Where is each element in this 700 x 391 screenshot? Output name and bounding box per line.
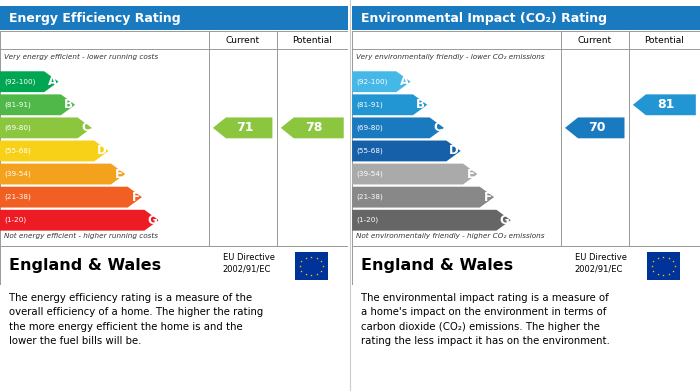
Text: F: F — [132, 191, 139, 204]
Polygon shape — [352, 210, 511, 231]
Text: EU Directive
2002/91/EC: EU Directive 2002/91/EC — [223, 253, 274, 273]
Text: B: B — [416, 98, 426, 111]
Text: (81-91): (81-91) — [4, 102, 32, 108]
Text: EU Directive
2002/91/EC: EU Directive 2002/91/EC — [575, 253, 626, 273]
Text: (69-80): (69-80) — [356, 125, 384, 131]
Text: A: A — [48, 75, 57, 88]
Text: (55-68): (55-68) — [356, 148, 384, 154]
Text: England & Wales: England & Wales — [8, 258, 161, 273]
Bar — [352, 31, 700, 246]
Text: (55-68): (55-68) — [4, 148, 32, 154]
Text: G: G — [147, 214, 157, 227]
Polygon shape — [352, 117, 444, 138]
Text: The energy efficiency rating is a measure of the
overall efficiency of a home. T: The energy efficiency rating is a measur… — [8, 293, 263, 346]
Text: A: A — [400, 75, 409, 88]
Bar — [0, 6, 348, 30]
Text: (1-20): (1-20) — [4, 217, 27, 224]
Polygon shape — [0, 140, 108, 161]
Text: (1-20): (1-20) — [356, 217, 379, 224]
Text: B: B — [64, 98, 74, 111]
Text: Energy Efficiency Rating: Energy Efficiency Rating — [8, 12, 181, 25]
Polygon shape — [352, 71, 410, 92]
Text: 81: 81 — [657, 98, 675, 111]
Text: Potential: Potential — [293, 36, 332, 45]
Text: England & Wales: England & Wales — [360, 258, 513, 273]
Polygon shape — [0, 163, 125, 185]
Text: D: D — [97, 144, 107, 158]
Text: 78: 78 — [305, 121, 323, 135]
Polygon shape — [213, 117, 272, 138]
Text: C: C — [81, 121, 90, 135]
Bar — [352, 6, 700, 30]
Text: E: E — [115, 167, 122, 181]
Text: 70: 70 — [588, 121, 606, 135]
Polygon shape — [352, 140, 461, 161]
Polygon shape — [0, 117, 92, 138]
Polygon shape — [352, 187, 494, 208]
Text: The environmental impact rating is a measure of
a home's impact on the environme: The environmental impact rating is a mea… — [360, 293, 610, 346]
Text: D: D — [449, 144, 459, 158]
Polygon shape — [352, 163, 477, 185]
Text: (69-80): (69-80) — [4, 125, 32, 131]
Polygon shape — [0, 210, 159, 231]
Text: Current: Current — [578, 36, 612, 45]
Text: (92-100): (92-100) — [356, 79, 388, 85]
Text: (39-54): (39-54) — [356, 171, 384, 177]
Polygon shape — [565, 117, 624, 138]
Text: Current: Current — [225, 36, 260, 45]
Text: G: G — [499, 214, 509, 227]
Text: (21-38): (21-38) — [356, 194, 384, 200]
Text: F: F — [484, 191, 491, 204]
Polygon shape — [0, 71, 58, 92]
Text: (21-38): (21-38) — [4, 194, 32, 200]
Text: Very energy efficient - lower running costs: Very energy efficient - lower running co… — [4, 54, 158, 60]
Text: Not energy efficient - higher running costs: Not energy efficient - higher running co… — [4, 233, 158, 239]
Bar — [352, 246, 700, 285]
Text: (39-54): (39-54) — [4, 171, 32, 177]
Polygon shape — [0, 94, 75, 115]
Polygon shape — [633, 94, 696, 115]
Text: (81-91): (81-91) — [356, 102, 384, 108]
Text: 71: 71 — [236, 121, 253, 135]
Polygon shape — [352, 94, 427, 115]
Bar — [0, 246, 348, 285]
Text: Very environmentally friendly - lower CO₂ emissions: Very environmentally friendly - lower CO… — [356, 54, 545, 60]
Text: Not environmentally friendly - higher CO₂ emissions: Not environmentally friendly - higher CO… — [356, 233, 545, 239]
Text: E: E — [467, 167, 475, 181]
Polygon shape — [281, 117, 344, 138]
Bar — [647, 252, 680, 280]
Polygon shape — [0, 187, 142, 208]
Text: C: C — [433, 121, 442, 135]
Bar — [0, 31, 348, 246]
Text: (92-100): (92-100) — [4, 79, 36, 85]
Text: Environmental Impact (CO₂) Rating: Environmental Impact (CO₂) Rating — [360, 12, 607, 25]
Text: Potential: Potential — [645, 36, 685, 45]
Bar — [295, 252, 328, 280]
